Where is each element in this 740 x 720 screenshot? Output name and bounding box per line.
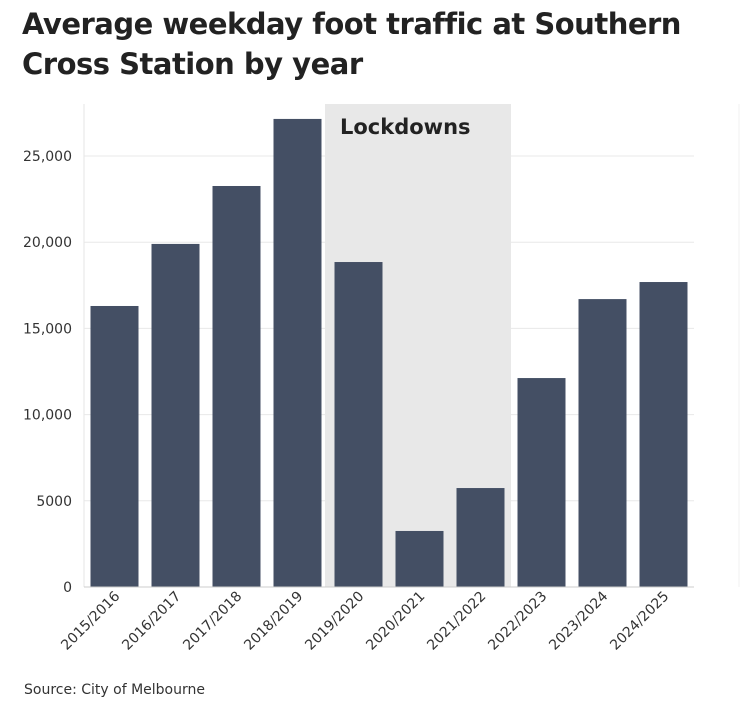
x-tick-label: 2021/2022	[424, 589, 489, 654]
bar	[212, 185, 261, 587]
bar	[517, 378, 566, 587]
x-tick-label: 2017/2018	[180, 589, 245, 654]
bar	[334, 262, 383, 587]
bar	[395, 530, 444, 587]
bar-chart: Lockdowns 0 5000 10,000 15,000 20,000 25,000 20…	[23, 104, 740, 654]
y-tick-label: 25,000	[23, 149, 72, 165]
x-tick-label: 2016/2017	[119, 589, 184, 654]
y-tick-label: 15,000	[23, 321, 72, 337]
x-tick-label: 2020/2021	[363, 589, 428, 654]
y-tick-label: 0	[63, 580, 72, 596]
x-tick-label: 2018/2019	[241, 589, 306, 654]
bar	[90, 305, 139, 587]
y-tick-label: 5000	[36, 494, 72, 510]
bar	[639, 282, 688, 587]
bar	[151, 243, 200, 587]
y-tick-label: 10,000	[23, 408, 72, 424]
x-tick-label: 2023/2024	[546, 588, 611, 653]
chart-title: Average weekday foot traffic at Southern…	[22, 7, 681, 81]
bar	[578, 299, 627, 587]
x-tick-label: 2024/2025	[607, 589, 672, 654]
x-tick-label: 2015/2016	[58, 588, 123, 653]
y-tick-label: 20,000	[23, 235, 72, 251]
bar	[273, 118, 322, 588]
x-tick-label: 2019/2020	[302, 589, 367, 654]
source-note: Source: City of Melbourne	[24, 682, 205, 698]
lockdown-label: Lockdowns	[340, 115, 471, 139]
x-tick-label: 2022/2023	[485, 589, 550, 654]
bar	[456, 488, 505, 587]
